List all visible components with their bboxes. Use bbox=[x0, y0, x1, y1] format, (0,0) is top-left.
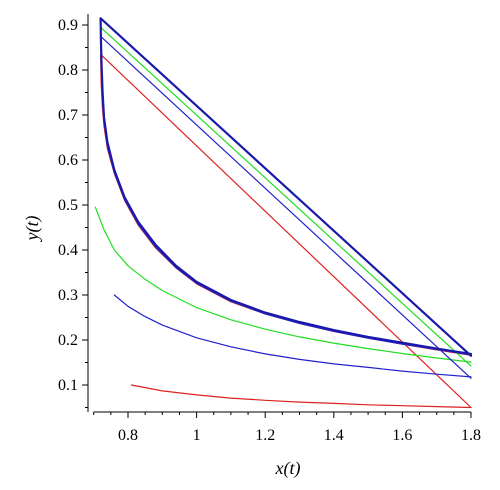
series-line-1 bbox=[130, 384, 472, 409]
y-axis-label: y(t) bbox=[22, 216, 43, 243]
series-layer bbox=[94, 17, 473, 409]
series-line-4 bbox=[99, 26, 472, 367]
y-tick-label: 0.2 bbox=[58, 332, 78, 349]
y-tick-label: 0.8 bbox=[58, 62, 78, 79]
x-tick-label: 0.8 bbox=[118, 427, 138, 444]
x-tick-label: 1.4 bbox=[324, 427, 344, 444]
x-axis-label: x(t) bbox=[275, 458, 301, 479]
x-tick-label: 1.8 bbox=[461, 427, 481, 444]
y-tick-label: 0.7 bbox=[58, 107, 78, 124]
y-tick-label: 0.3 bbox=[58, 287, 78, 304]
x-tick-label: 1 bbox=[193, 427, 201, 444]
series-line-7 bbox=[99, 17, 473, 357]
x-tick-label: 1.2 bbox=[255, 427, 275, 444]
y-tick-label: 0.1 bbox=[58, 377, 78, 394]
y-tick-label: 0.5 bbox=[58, 197, 78, 214]
series-line-2 bbox=[99, 53, 472, 409]
series-line-3 bbox=[94, 206, 472, 363]
y-tick-label: 0.9 bbox=[58, 17, 78, 34]
x-tick-label: 1.6 bbox=[392, 427, 412, 444]
y-tick-label: 0.6 bbox=[58, 152, 78, 169]
series-line-6 bbox=[99, 35, 472, 379]
series-line-5 bbox=[113, 294, 472, 378]
y-ticks: 0.1 0.2 0.3 0.4 0.5 0.6 0.7 0.8 0.9 bbox=[58, 17, 88, 408]
x-ticks: 0.8 1 1.2 1.4 1.6 1.8 bbox=[93, 412, 481, 444]
y-tick-label: 0.4 bbox=[58, 242, 78, 259]
